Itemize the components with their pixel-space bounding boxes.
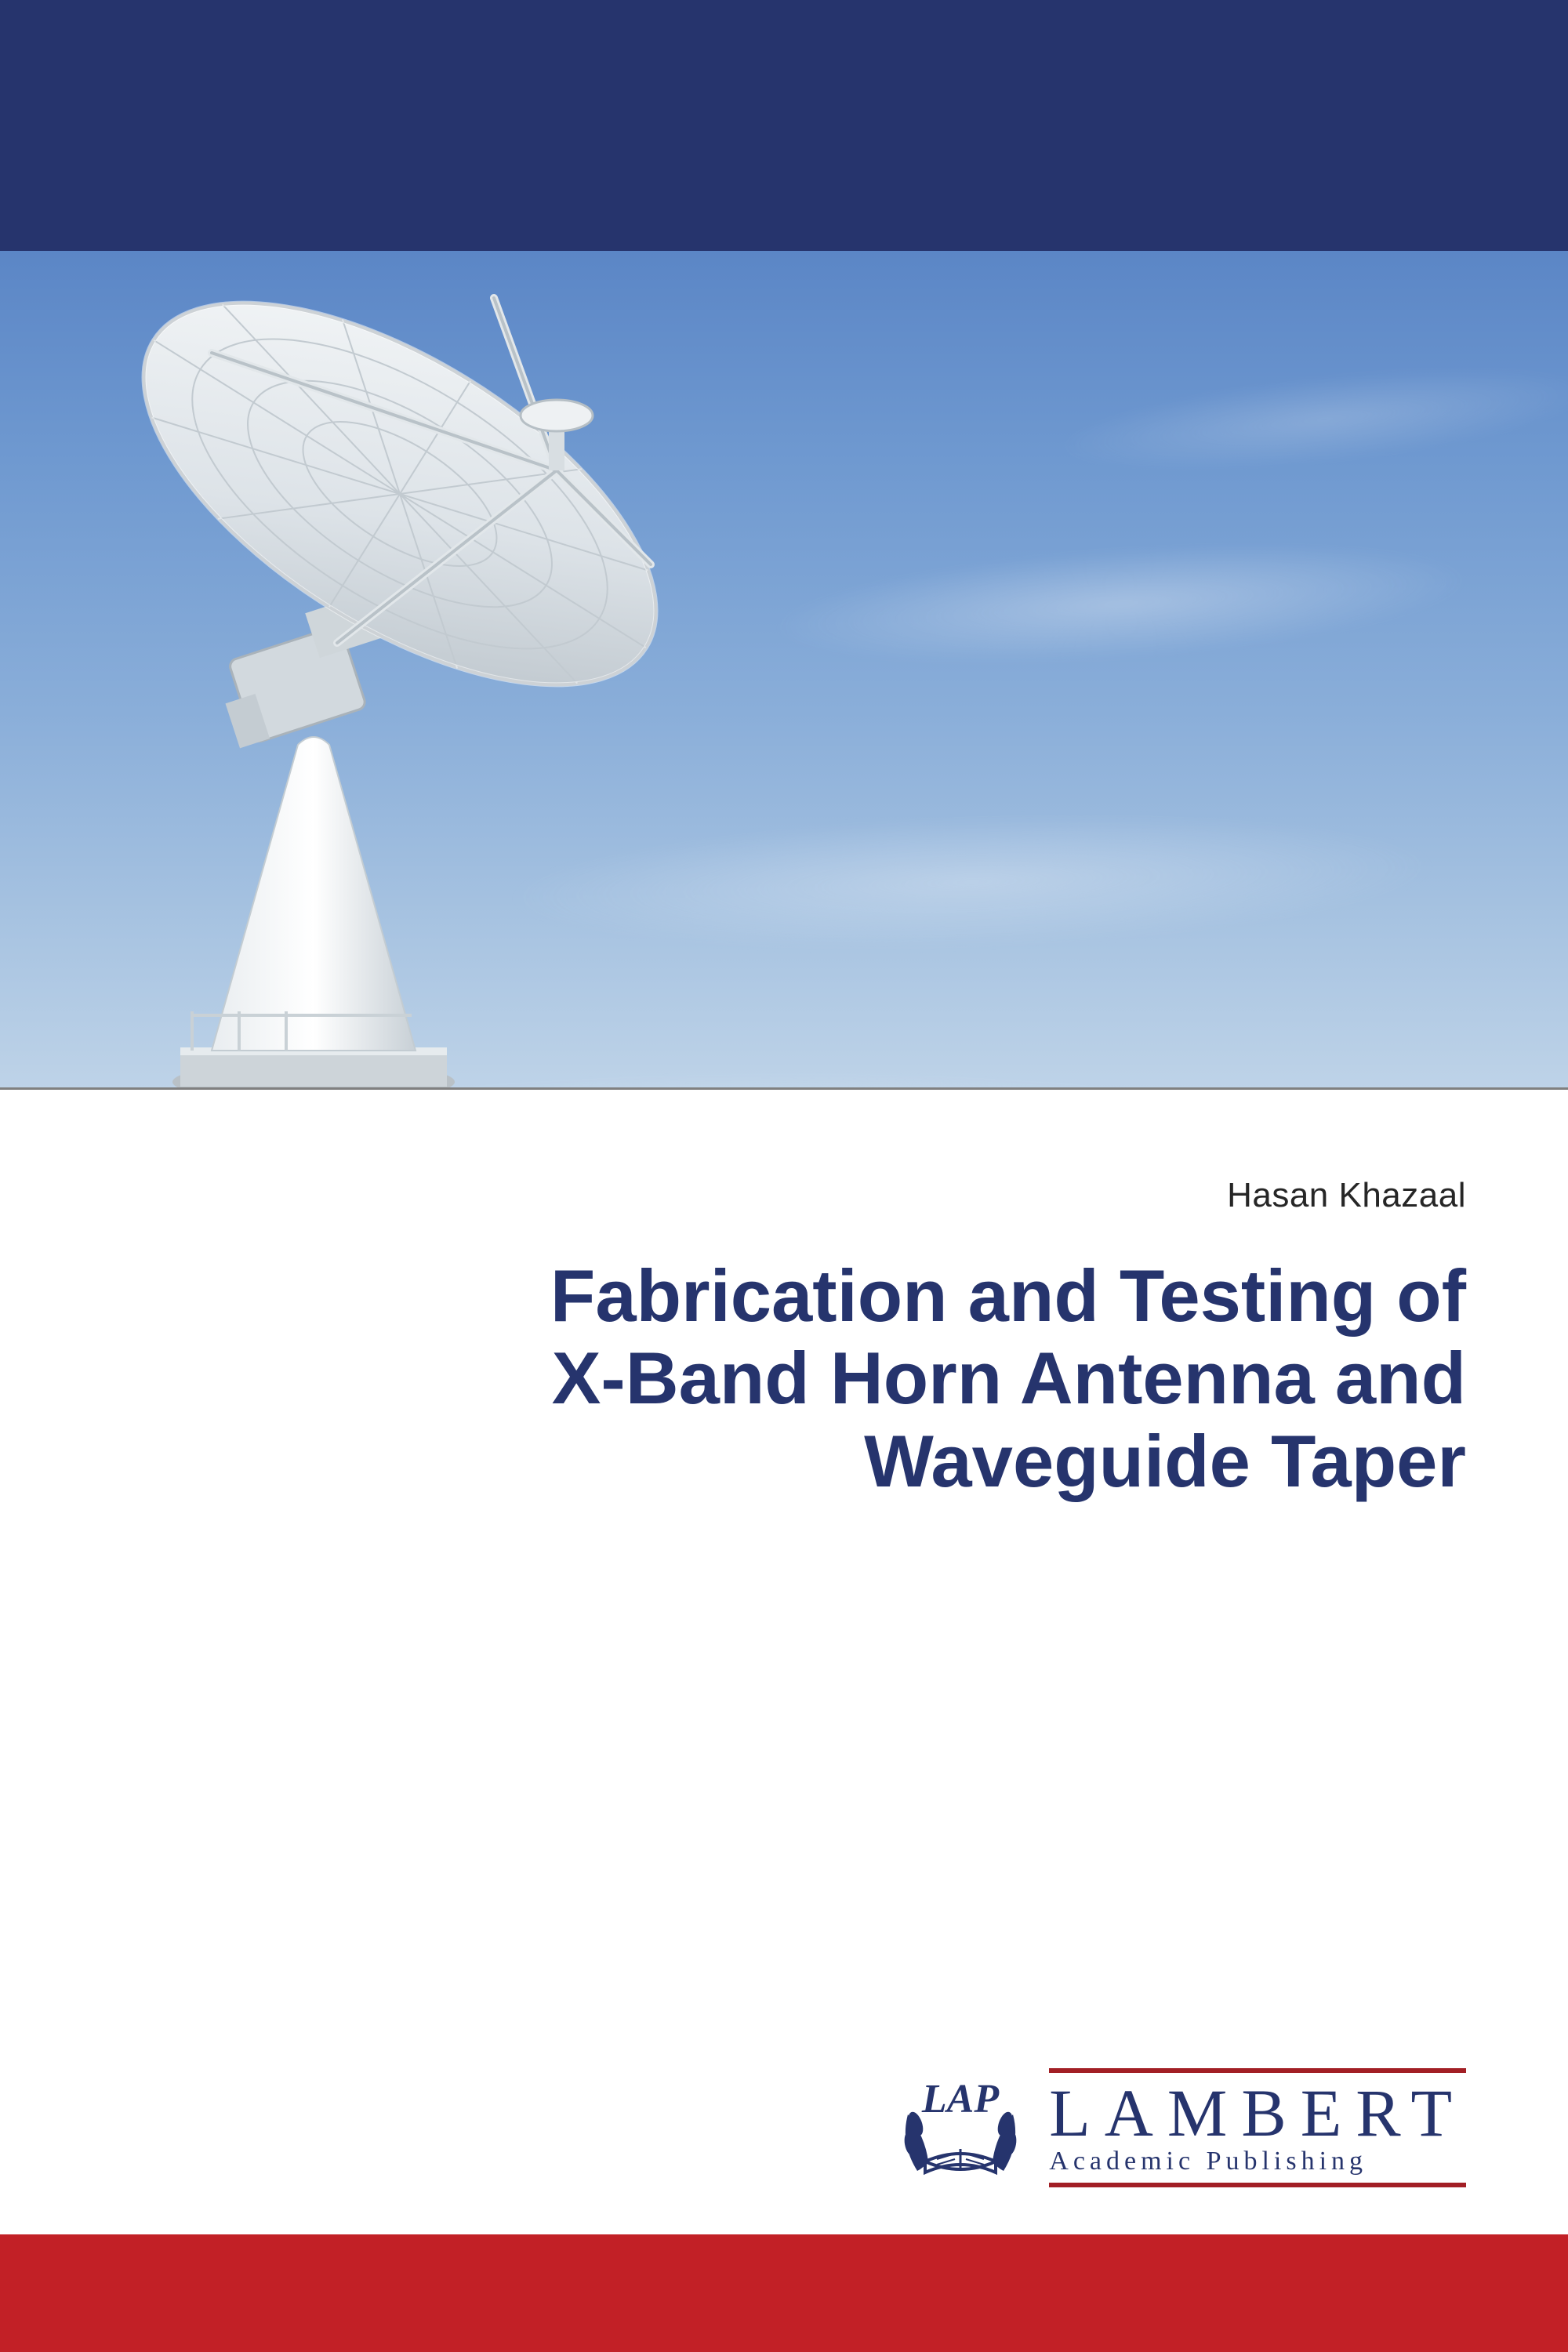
title-line: Fabrication and Testing of xyxy=(550,1254,1466,1337)
publisher-badge-text: LAP xyxy=(921,2077,1000,2122)
sky-background xyxy=(0,251,1568,1090)
publisher-bottom-rule xyxy=(1049,2183,1466,2187)
publisher-text: LAMBERT Academic Publishing xyxy=(1049,2068,1466,2187)
top-band xyxy=(0,0,1568,251)
publisher-block: LAP LAMBERT Academic Publishing xyxy=(894,2068,1466,2187)
hero-image xyxy=(0,251,1568,1090)
book-title: Fabrication and Testing of X-Band Horn A… xyxy=(102,1254,1466,1502)
cloud xyxy=(1047,348,1568,492)
book-cover: Hasan Khazaal Fabrication and Testing of… xyxy=(0,0,1568,2352)
satellite-dish-icon xyxy=(55,251,760,1090)
title-line: X-Band Horn Antenna and xyxy=(552,1337,1466,1419)
publisher-name: LAMBERT xyxy=(1049,2073,1466,2148)
publisher-subtitle: Academic Publishing xyxy=(1049,2148,1466,2183)
author-name: Hasan Khazaal xyxy=(1227,1176,1466,1215)
title-line: Waveguide Taper xyxy=(864,1420,1466,1502)
bottom-band xyxy=(0,2234,1568,2352)
hero-bottom-rule xyxy=(0,1087,1568,1090)
publisher-emblem-icon: LAP xyxy=(894,2069,1027,2187)
cloud xyxy=(765,524,1477,683)
